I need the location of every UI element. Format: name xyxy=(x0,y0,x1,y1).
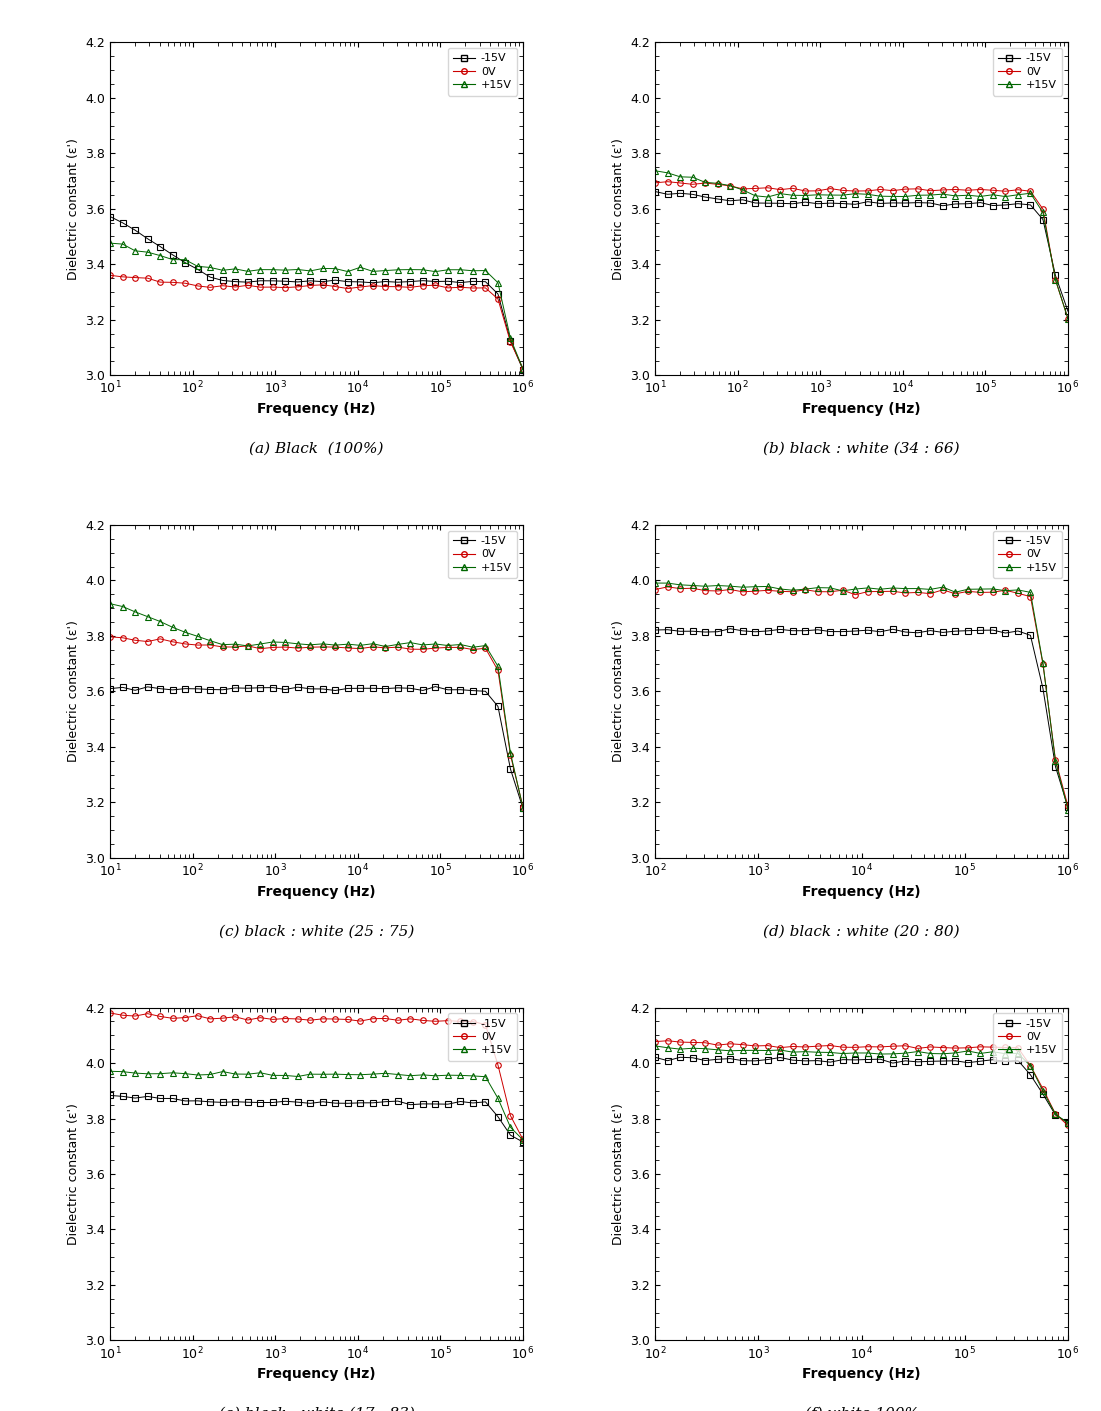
Text: (a) Black  (100%): (a) Black (100%) xyxy=(249,442,384,456)
Legend: -15V, 0V, +15V: -15V, 0V, +15V xyxy=(992,48,1062,96)
Legend: -15V, 0V, +15V: -15V, 0V, +15V xyxy=(447,1013,517,1061)
Text: (e) black : white (17 : 83): (e) black : white (17 : 83) xyxy=(219,1407,414,1411)
Y-axis label: Dielectric constant (ε'): Dielectric constant (ε') xyxy=(67,621,79,762)
Y-axis label: Dielectric constant (ε'): Dielectric constant (ε') xyxy=(67,138,79,279)
Y-axis label: Dielectric constant (ε'): Dielectric constant (ε') xyxy=(67,1103,79,1245)
Legend: -15V, 0V, +15V: -15V, 0V, +15V xyxy=(447,531,517,579)
Legend: -15V, 0V, +15V: -15V, 0V, +15V xyxy=(992,531,1062,579)
Legend: -15V, 0V, +15V: -15V, 0V, +15V xyxy=(992,1013,1062,1061)
Text: (c) black : white (25 : 75): (c) black : white (25 : 75) xyxy=(219,924,414,938)
X-axis label: Frequency (Hz): Frequency (Hz) xyxy=(258,402,375,416)
Text: (d) black : white (20 : 80): (d) black : white (20 : 80) xyxy=(763,924,960,938)
X-axis label: Frequency (Hz): Frequency (Hz) xyxy=(258,1367,375,1381)
X-axis label: Frequency (Hz): Frequency (Hz) xyxy=(803,1367,920,1381)
X-axis label: Frequency (Hz): Frequency (Hz) xyxy=(803,885,920,899)
Y-axis label: Dielectric constant (ε'): Dielectric constant (ε') xyxy=(612,1103,624,1245)
Y-axis label: Dielectric constant (ε'): Dielectric constant (ε') xyxy=(612,138,624,279)
Text: (f) white 100%: (f) white 100% xyxy=(805,1407,918,1411)
X-axis label: Frequency (Hz): Frequency (Hz) xyxy=(258,885,375,899)
X-axis label: Frequency (Hz): Frequency (Hz) xyxy=(803,402,920,416)
Legend: -15V, 0V, +15V: -15V, 0V, +15V xyxy=(447,48,517,96)
Text: (b) black : white (34 : 66): (b) black : white (34 : 66) xyxy=(763,442,960,456)
Y-axis label: Dielectric constant (ε'): Dielectric constant (ε') xyxy=(612,621,624,762)
